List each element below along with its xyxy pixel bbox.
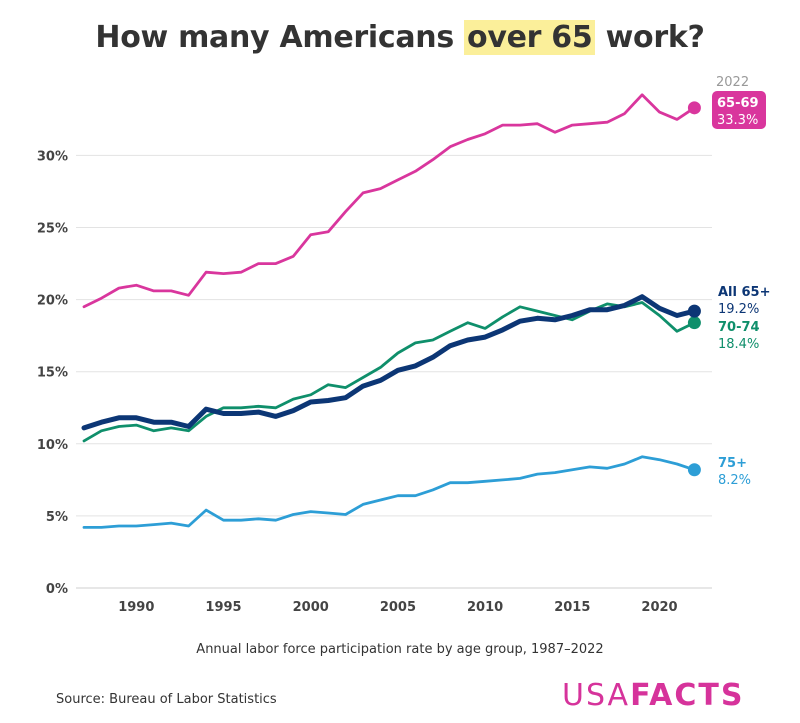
y-axis-ticks: 0% 5% 10% 15% 20% 25% 30% (37, 149, 68, 597)
x-axis-ticks: 1990 1995 2000 2005 2010 2015 2020 (118, 600, 677, 615)
title-before: How many Americans (95, 20, 465, 55)
year-label: 2022 (716, 75, 749, 90)
chart-subtitle: Annual labor force participation rate by… (196, 642, 604, 657)
series-name-75: 75+ (718, 456, 747, 471)
series-line-75 (82, 455, 696, 529)
badge-65-69 (712, 91, 766, 129)
gridlines (76, 154, 712, 589)
x-tick-label: 2010 (467, 600, 503, 615)
x-tick-label: 2005 (380, 600, 416, 615)
series-name-70-74: 70-74 (718, 320, 760, 335)
source-note: Source: Bureau of Labor Statistics (56, 692, 277, 707)
y-tick-label: 5% (46, 510, 68, 525)
x-tick-label: 2020 (641, 600, 677, 615)
series-value-all-65: 19.2% (718, 302, 759, 317)
series-value-65-69: 33.3% (717, 113, 758, 128)
x-tick-label: 1990 (118, 600, 154, 615)
title-highlight: over 65 (464, 20, 596, 55)
y-tick-label: 20% (37, 294, 68, 309)
brand-logo: USAFACTS (562, 678, 744, 713)
series-value-75: 8.2% (718, 473, 751, 488)
series-value-70-74: 18.4% (718, 337, 759, 352)
series-line-all-65 (81, 294, 697, 431)
x-tick-label: 1995 (205, 600, 241, 615)
series-line-65-69 (82, 93, 696, 309)
x-tick-label: 2015 (554, 600, 590, 615)
series-name-65-69: 65-69 (717, 96, 759, 111)
end-point-65-69 (687, 101, 701, 115)
x-tick-label: 2000 (293, 600, 329, 615)
series-lines (81, 93, 701, 529)
title-after: work? (595, 20, 705, 55)
y-tick-label: 15% (37, 366, 68, 381)
brand-part2: FACTS (630, 678, 745, 713)
brand-part1: USA (562, 678, 631, 713)
end-point-70-74 (687, 316, 701, 330)
series-name-all-65: All 65+ (718, 285, 770, 300)
end-point-75 (687, 463, 701, 477)
y-tick-label: 25% (37, 222, 68, 237)
end-point-all-65 (687, 304, 701, 318)
y-tick-label: 10% (37, 438, 68, 453)
series-labels: 2022 65-69 33.3% 70-74 18.4% All 65+ 19.2% 75+ 8… (712, 75, 770, 488)
chart-title: How many Americans over 65 work? (0, 20, 800, 55)
y-tick-label: 0% (46, 582, 68, 597)
y-tick-label: 30% (37, 149, 68, 164)
